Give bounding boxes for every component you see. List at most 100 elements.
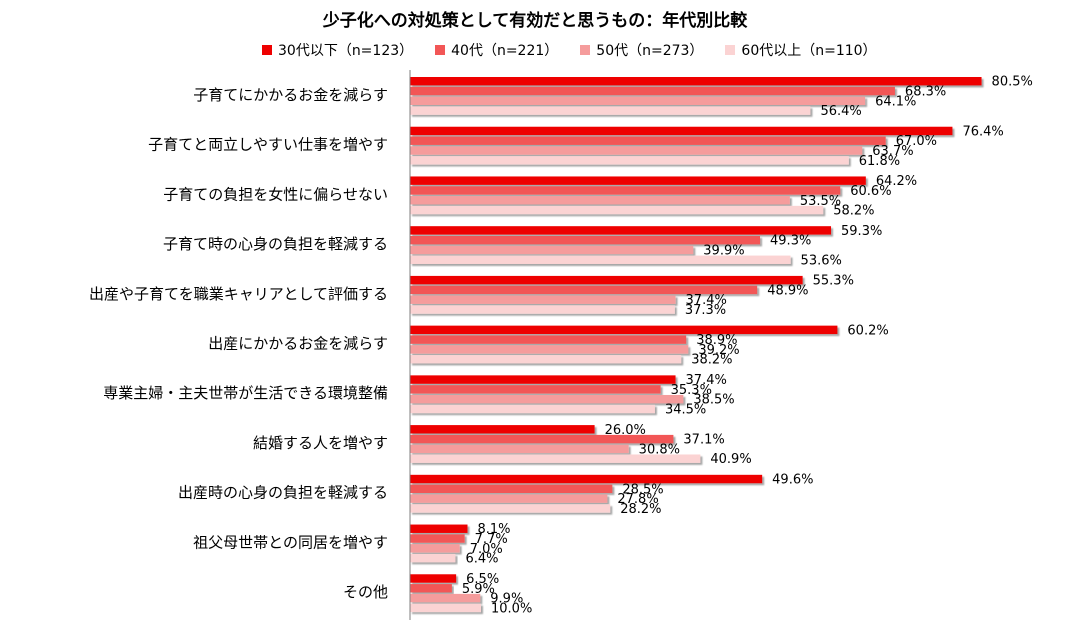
- bar: [410, 305, 675, 314]
- bar: [410, 593, 481, 603]
- data-label: 49.6%: [772, 473, 813, 488]
- data-label: 48.9%: [767, 283, 808, 298]
- bar: [410, 474, 763, 484]
- bar: [410, 504, 611, 513]
- data-label: 67.0%: [896, 134, 937, 149]
- bar: [410, 444, 629, 454]
- data-label: 27.8%: [617, 492, 658, 507]
- legend-item: 60代以上（n=110）: [725, 40, 877, 60]
- category-label: 出産時の心身の負担を軽減する: [178, 484, 388, 502]
- data-label: 37.3%: [685, 303, 726, 318]
- category-label: 子育ての負担を女性に偏らせない: [163, 185, 388, 203]
- bar: [410, 275, 803, 285]
- legend-item: 40代（n=221）: [435, 40, 558, 60]
- bar: [410, 205, 824, 215]
- category-label: 結婚する人を増やす: [253, 434, 388, 452]
- category-label: その他: [343, 583, 388, 601]
- data-label: 64.2%: [876, 174, 917, 189]
- data-label: 7.0%: [470, 542, 503, 557]
- legend-swatch: [580, 45, 591, 55]
- category-label: 子育てと両立しやすい仕事を増やす: [148, 136, 388, 154]
- data-label: 63.7%: [872, 144, 913, 159]
- legend-swatch: [435, 45, 446, 55]
- bar: [410, 285, 758, 295]
- data-label: 61.8%: [859, 154, 900, 169]
- bar: [410, 226, 832, 235]
- bar: [410, 574, 457, 583]
- bar: [410, 86, 895, 96]
- data-label: 10.0%: [491, 601, 532, 616]
- bar: [410, 345, 689, 354]
- category-label: 子育て時の心身の負担を軽減する: [163, 235, 388, 253]
- data-label: 6.5%: [466, 572, 499, 587]
- bar: [410, 126, 953, 136]
- bar: [410, 584, 452, 593]
- data-label: 53.6%: [801, 253, 842, 268]
- legend-item: 30代以下（n=123）: [262, 40, 413, 60]
- data-label: 9.9%: [490, 592, 523, 607]
- bar: [410, 524, 468, 533]
- data-label: 8.1%: [478, 522, 511, 537]
- data-label: 35.3%: [671, 383, 712, 398]
- data-label: 28.2%: [620, 502, 661, 517]
- data-label: 60.6%: [850, 184, 891, 199]
- bar: [410, 484, 613, 494]
- data-label: 38.9%: [696, 333, 737, 348]
- data-label: 37.1%: [683, 433, 724, 448]
- bar: [410, 603, 481, 613]
- category-label: 祖父母世帯との同居を増やす: [193, 533, 388, 551]
- bar: [410, 434, 674, 444]
- data-label: 28.5%: [622, 482, 663, 497]
- data-label: 60.2%: [847, 323, 888, 338]
- data-label: 68.3%: [905, 85, 946, 100]
- bar: [410, 544, 460, 553]
- data-label: 59.3%: [841, 224, 882, 239]
- data-label: 39.9%: [703, 243, 744, 258]
- bar: [410, 534, 465, 543]
- legend-label: 50代（n=273）: [596, 43, 704, 59]
- category-label: 子育てにかかるお金を減らす: [193, 86, 388, 104]
- category-label: 専業主婦・主夫世帯が生活できる環境整備: [103, 384, 388, 402]
- bar: [410, 245, 694, 255]
- data-label: 64.1%: [875, 94, 916, 109]
- legend-label: 60代以上（n=110）: [741, 43, 877, 59]
- bar: [410, 335, 687, 344]
- bar: [410, 375, 676, 384]
- bar: [410, 325, 838, 335]
- bar: [410, 355, 682, 364]
- bar: [410, 156, 849, 165]
- bar: [410, 553, 456, 563]
- bar: [410, 385, 661, 394]
- bar: [410, 425, 595, 434]
- bar: [410, 136, 886, 145]
- data-label: 26.0%: [605, 423, 646, 438]
- bar: [410, 196, 790, 205]
- bar: [410, 494, 608, 503]
- data-label: 37.4%: [686, 373, 727, 388]
- data-label: 39.2%: [698, 343, 739, 358]
- data-label: 56.4%: [820, 104, 861, 119]
- data-label: 38.2%: [691, 353, 732, 368]
- category-label: 出産や子育てを職業キャリアとして評価する: [89, 285, 388, 303]
- bar: [410, 404, 655, 414]
- bar: [410, 394, 684, 404]
- legend-label: 30代以下（n=123）: [278, 43, 414, 59]
- data-label: 30.8%: [639, 442, 680, 457]
- bar: [410, 235, 761, 245]
- data-label: 6.4%: [465, 552, 498, 567]
- legend-swatch: [725, 45, 736, 55]
- chart-title: 少子化への対処策として有効だと思うもの：年代別比較: [322, 11, 748, 31]
- legend-swatch: [262, 45, 272, 55]
- bar: [410, 77, 982, 86]
- legend-label: 40代（n=221）: [451, 43, 559, 59]
- bar: [410, 96, 866, 105]
- data-label: 38.5%: [693, 393, 734, 408]
- legend-item: 50代（n=273）: [580, 40, 703, 60]
- bar: [410, 454, 701, 463]
- data-label: 58.2%: [833, 204, 874, 219]
- data-label: 40.9%: [710, 452, 751, 467]
- bar: [410, 186, 841, 195]
- bar: [410, 295, 676, 304]
- data-label: 37.4%: [686, 293, 727, 308]
